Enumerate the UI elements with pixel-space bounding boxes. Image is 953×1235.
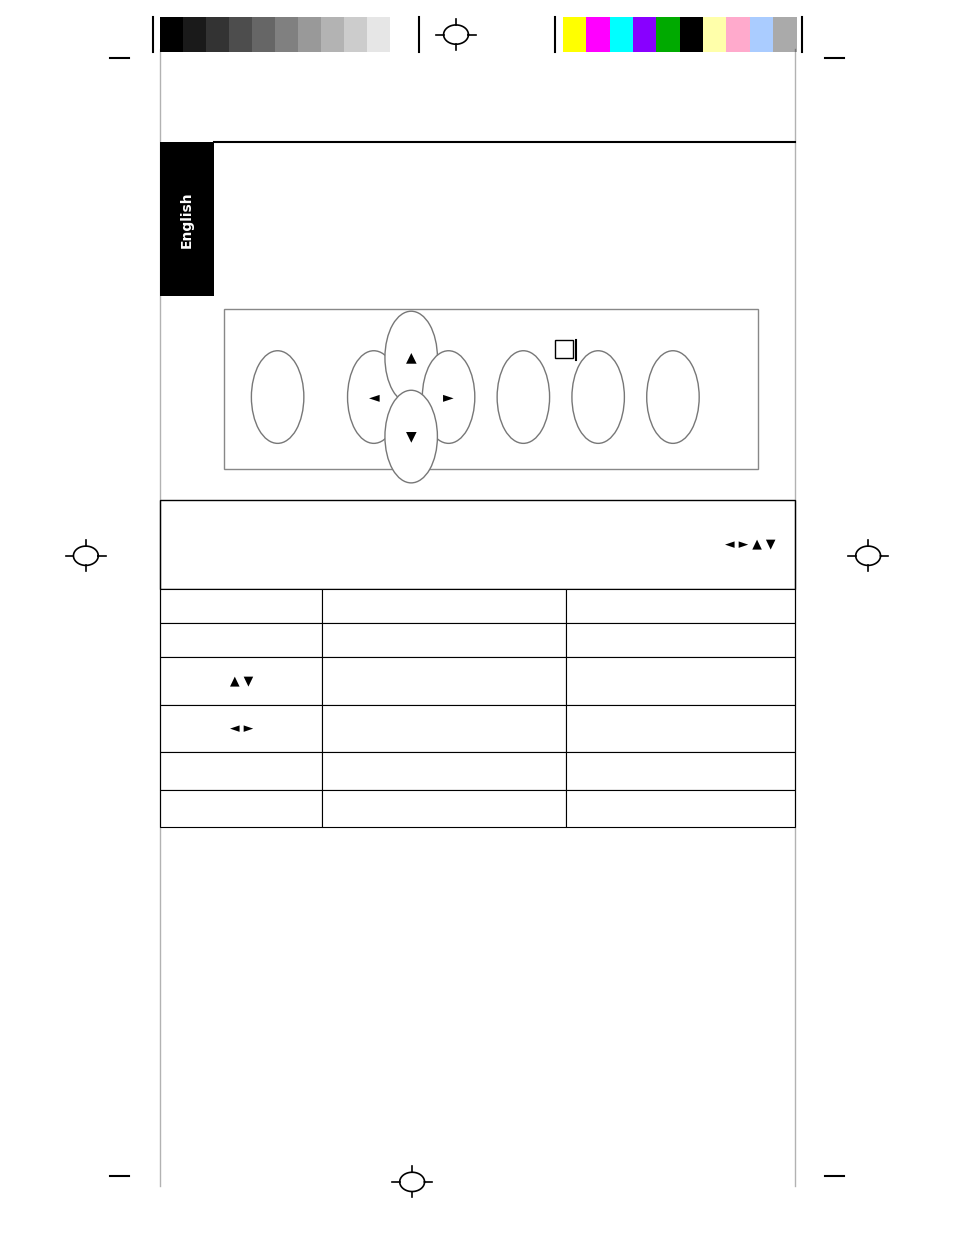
Bar (633, 17, 656, 52)
Bar (160, 500, 794, 589)
Bar (322, 657, 566, 705)
Bar (367, 17, 390, 52)
Bar (566, 705, 794, 752)
Text: ▼: ▼ (405, 430, 416, 443)
Bar (160, 17, 183, 52)
Bar (679, 17, 702, 52)
Bar (562, 17, 585, 52)
Bar (160, 589, 322, 622)
Bar (772, 17, 796, 52)
Ellipse shape (422, 351, 475, 443)
Bar (322, 752, 566, 790)
Bar (566, 752, 794, 790)
Ellipse shape (347, 351, 399, 443)
Bar (656, 17, 679, 52)
Bar (229, 17, 252, 52)
Text: ◄ ► ▲ ▼: ◄ ► ▲ ▼ (724, 538, 775, 551)
Bar (555, 341, 572, 358)
Ellipse shape (497, 351, 549, 443)
Bar (726, 17, 749, 52)
Ellipse shape (646, 351, 699, 443)
Bar (206, 17, 229, 52)
Bar (322, 705, 566, 752)
Text: ▲ ▼: ▲ ▼ (230, 674, 253, 687)
Bar (585, 17, 609, 52)
Bar (566, 622, 794, 657)
Text: English: English (180, 191, 193, 247)
Bar (160, 622, 322, 657)
Text: ◄: ◄ (368, 390, 378, 404)
Bar (566, 657, 794, 705)
Bar (183, 17, 206, 52)
Bar (566, 589, 794, 622)
Ellipse shape (252, 351, 303, 443)
Text: ▲: ▲ (405, 351, 416, 364)
Bar (160, 790, 322, 827)
Bar (609, 17, 633, 52)
Bar (344, 17, 367, 52)
FancyBboxPatch shape (224, 309, 758, 469)
Bar (252, 17, 274, 52)
Ellipse shape (384, 311, 436, 404)
Ellipse shape (384, 390, 436, 483)
Bar (390, 17, 413, 52)
Bar (322, 790, 566, 827)
Ellipse shape (571, 351, 623, 443)
Bar (749, 17, 772, 52)
Text: ►: ► (443, 390, 454, 404)
Bar (160, 705, 322, 752)
Bar (160, 657, 322, 705)
Bar (322, 589, 566, 622)
Bar (702, 17, 726, 52)
Text: ◄ ►: ◄ ► (230, 722, 253, 735)
Bar (160, 142, 213, 296)
Bar (321, 17, 344, 52)
Bar (566, 790, 794, 827)
Bar (322, 622, 566, 657)
Bar (298, 17, 321, 52)
Bar (160, 752, 322, 790)
Bar (274, 17, 298, 52)
